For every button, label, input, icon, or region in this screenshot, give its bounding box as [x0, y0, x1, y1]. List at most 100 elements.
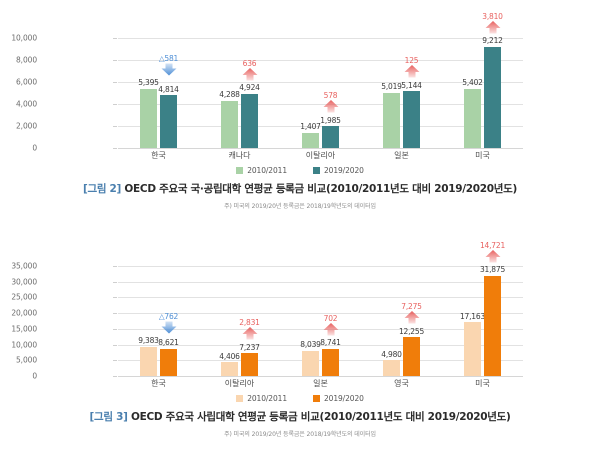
y-axis-tick-mark: [113, 328, 117, 330]
caption-tag-1: [그림 2]: [82, 183, 122, 195]
chart-1: 0 2,000 4,000 6,000 8,000 10,000 5,395 4,814 한국 △…: [0, 0, 600, 175]
bar-pair: 5,395 4,814: [118, 38, 199, 148]
legend-swatch-icon: [313, 167, 320, 174]
caption-title-2: [그림 3] OECD 주요국 사립대학 연평균 등록금 비교(2010/201…: [0, 409, 600, 424]
y-axis-tick-label: 15,000: [11, 324, 37, 334]
bar-pair: 17,163 31,875: [442, 265, 523, 376]
bar-pair: 4,288 4,924: [199, 38, 280, 148]
y-axis-tick-label: 25,000: [11, 292, 37, 302]
y-axis-tick-mark: [113, 38, 117, 39]
y-axis-tick-label: 4,000: [16, 99, 37, 109]
bar-2010-2011[interactable]: 5,395: [138, 78, 159, 148]
delta-annotation: 14,721: [470, 241, 516, 263]
gridline: [118, 360, 523, 362]
bar-2019-2020[interactable]: 8,741: [320, 338, 341, 376]
y-axis-tick-mark: [113, 297, 117, 299]
bar-group: 8,039 8,741 일본: [280, 266, 361, 388]
bar-2010-2011[interactable]: 5,019: [381, 82, 402, 148]
bar-value-label: 12,255: [398, 326, 425, 336]
bar-value-label: 31,875: [479, 265, 506, 275]
plot-area-1: 0 2,000 4,000 6,000 8,000 10,000 5,395 4,814 한국 △…: [11, 12, 523, 160]
y-axis-tick-label: 10,000: [11, 340, 37, 350]
bar-value-label: 8,621: [158, 338, 179, 348]
y-axis-tick-label: 8,000: [16, 55, 37, 65]
bar-2019-2020[interactable]: 5,144: [401, 81, 422, 148]
x-axis-category-label: 한국: [151, 379, 166, 388]
bar-pair: 5,019 5,144: [361, 38, 442, 148]
figure-block-2: 0 5,000 10,000 15,000 20,000 25,000 30,000 35,0…: [0, 228, 600, 438]
bar-2010-2011[interactable]: 5,402: [462, 78, 483, 148]
bar-2019-2020[interactable]: 31,875: [480, 265, 505, 376]
bar-group: 4,406 7,237 이탈리아: [199, 266, 280, 388]
legend-item[interactable]: 2019/2020: [313, 394, 364, 403]
legend-swatch-icon: [313, 395, 320, 402]
bar-2019-2020[interactable]: 8,621: [158, 338, 179, 376]
caption-title-text-1: OECD 주요국 국·공립대학 연평균 등록금 비교(2010/2011년도 대…: [124, 183, 518, 195]
caption-note-2: 주) 미국의 2019/20년 등록금은 2018/19학년도의 데이터임: [224, 431, 376, 438]
bar-group: 1,407 1,985 이탈리아: [280, 38, 361, 160]
x-axis-category-label: 캐나다: [228, 151, 251, 160]
arrow-up-icon: [485, 20, 500, 34]
bar-pair: 5,402 9,212: [442, 36, 523, 148]
bar-value-label: 1,407: [300, 122, 321, 132]
legend-item[interactable]: 2010/2011: [236, 166, 287, 175]
gridline: [118, 376, 523, 377]
y-axis-tick-mark: [113, 266, 117, 267]
bar-value-label: 4,288: [219, 90, 240, 100]
bar-2019-2020[interactable]: 4,814: [158, 85, 179, 148]
legend-item[interactable]: 2019/2020: [313, 166, 364, 175]
legend-item[interactable]: 2010/2011: [236, 394, 287, 403]
y-axis-tick-label: 30,000: [11, 277, 37, 287]
figure-block-1: 0 2,000 4,000 6,000 8,000 10,000 5,395 4,814 한국 △…: [0, 0, 600, 210]
bar-value-label: 7,237: [239, 342, 260, 352]
y-axis-tick-mark: [113, 148, 117, 149]
bar-2019-2020[interactable]: 1,985: [320, 116, 341, 148]
bar-2010-2011[interactable]: 8,039: [300, 340, 321, 376]
figure-caption-2: [그림 3] OECD 주요국 사립대학 연평균 등록금 비교(2010/201…: [0, 409, 600, 438]
gridline: [118, 126, 523, 127]
bar-2010-2011[interactable]: 4,980: [381, 350, 402, 376]
bar-pair: 8,039 8,741: [280, 266, 361, 376]
legend-swatch-icon: [236, 167, 244, 174]
bar-value-label: 4,924: [239, 83, 260, 93]
figure-caption-1: [그림 2] OECD 주요국 국·공립대학 연평균 등록금 비교(2010/2…: [0, 181, 600, 210]
bar-value-label: 5,402: [462, 78, 483, 88]
y-axis-tick-label: 0: [32, 371, 37, 381]
y-axis-tick-mark: [113, 360, 117, 362]
gridline: [118, 104, 523, 105]
bar-value-label: 4,406: [219, 351, 240, 361]
chart-2: 0 5,000 10,000 15,000 20,000 25,000 30,000 35,0…: [0, 228, 600, 403]
legend-label: 2019/2020: [324, 394, 364, 403]
arrow-up-icon: [485, 249, 500, 263]
y-axis-tick-mark: [113, 313, 117, 315]
bar-2019-2020[interactable]: 12,255: [399, 327, 424, 376]
legend-label: 2010/2011: [247, 394, 287, 403]
y-axis-tick-label: 5,000: [16, 355, 37, 365]
bar-2010-2011[interactable]: 17,163: [460, 312, 485, 376]
bar-pair: 9,383 8,621: [118, 266, 199, 376]
bar-2010-2011[interactable]: 4,288: [219, 90, 240, 148]
y-axis-tick-mark: [113, 60, 117, 61]
gridline: [118, 148, 523, 149]
bar-value-label: 4,980: [381, 349, 402, 359]
bar-2019-2020[interactable]: 7,237: [239, 343, 260, 376]
gridline: [118, 297, 523, 299]
bar-2010-2011[interactable]: 9,383: [138, 336, 159, 376]
gridline: [118, 328, 523, 330]
x-axis-category-label: 일본: [313, 379, 328, 388]
delta-value-label: 14,721: [479, 240, 506, 250]
bar-2019-2020[interactable]: 4,924: [239, 83, 260, 148]
bar-value-label: 8,039: [300, 340, 321, 350]
bar-2019-2020[interactable]: 9,212: [482, 36, 503, 148]
y-axis-tick-mark: [113, 376, 117, 377]
bar-2010-2011[interactable]: 4,406: [219, 352, 240, 376]
gridline: [118, 281, 523, 283]
bar-2010-2011[interactable]: 1,407: [300, 122, 321, 148]
gridline: [118, 266, 523, 267]
y-axis-tick-mark: [113, 281, 117, 283]
y-axis-tick-label: 0: [32, 143, 37, 153]
bar-pair: 4,980 12,255: [361, 266, 442, 376]
bar-value-label: 4,814: [158, 84, 179, 94]
y-axis-tick-label: 2,000: [16, 121, 37, 131]
